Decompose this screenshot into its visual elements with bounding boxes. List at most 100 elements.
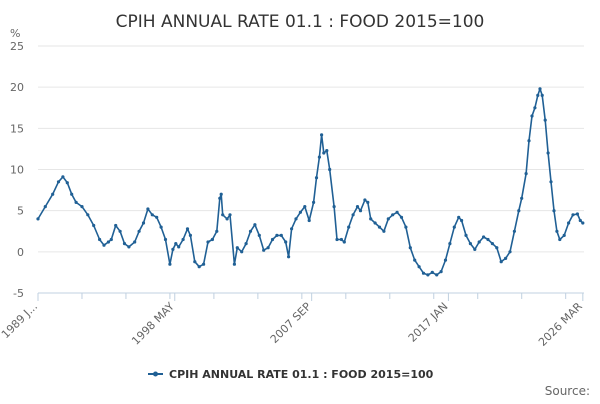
data-point[interactable] <box>477 240 481 244</box>
data-point[interactable] <box>228 213 232 217</box>
data-point[interactable] <box>221 213 225 217</box>
data-point[interactable] <box>225 217 229 221</box>
data-point[interactable] <box>413 258 417 262</box>
data-point[interactable] <box>524 172 528 176</box>
data-point[interactable] <box>530 114 534 118</box>
data-point[interactable] <box>240 250 244 254</box>
data-point[interactable] <box>339 237 343 242</box>
data-point[interactable] <box>468 242 472 246</box>
data-point[interactable] <box>215 229 219 233</box>
data-point[interactable] <box>92 223 96 228</box>
data-point[interactable] <box>232 262 236 266</box>
data-point[interactable] <box>391 213 395 217</box>
data-point[interactable] <box>430 270 434 274</box>
data-point[interactable] <box>533 106 537 110</box>
data-point[interactable] <box>74 200 78 204</box>
data-point[interactable] <box>508 250 512 254</box>
data-point[interactable] <box>314 176 319 180</box>
data-point[interactable] <box>206 240 210 244</box>
data-point[interactable] <box>284 240 288 244</box>
data-point[interactable] <box>578 218 582 223</box>
data-point[interactable] <box>499 260 503 264</box>
data-point[interactable] <box>118 229 122 233</box>
data-point[interactable] <box>325 149 329 153</box>
data-point[interactable] <box>219 192 223 196</box>
data-point[interactable] <box>303 205 307 209</box>
data-point[interactable] <box>490 242 494 246</box>
data-point[interactable] <box>244 242 248 246</box>
source-label[interactable]: Source: <box>545 384 590 398</box>
data-point[interactable] <box>163 237 168 242</box>
data-point[interactable] <box>448 242 452 246</box>
data-point[interactable] <box>555 229 559 233</box>
data-point[interactable] <box>279 233 283 237</box>
data-point[interactable] <box>520 196 524 200</box>
data-point[interactable] <box>464 233 468 237</box>
data-point[interactable] <box>543 118 547 122</box>
data-point[interactable] <box>399 215 404 219</box>
data-point[interactable] <box>43 205 47 209</box>
data-point[interactable] <box>287 255 291 259</box>
data-point[interactable] <box>552 209 556 213</box>
data-point[interactable] <box>106 240 110 244</box>
data-point[interactable] <box>275 233 279 237</box>
data-point[interactable] <box>366 200 370 204</box>
data-point[interactable] <box>328 167 332 172</box>
data-point[interactable] <box>257 233 261 237</box>
data-point[interactable] <box>51 192 55 196</box>
data-point[interactable] <box>581 221 585 225</box>
data-point[interactable] <box>174 242 178 246</box>
data-point[interactable] <box>452 225 456 229</box>
data-point[interactable] <box>558 237 562 242</box>
data-point[interactable] <box>504 256 508 260</box>
data-point[interactable] <box>439 270 443 274</box>
data-point[interactable] <box>575 212 580 216</box>
data-point[interactable] <box>443 258 448 262</box>
data-point[interactable] <box>141 221 146 225</box>
data-point[interactable] <box>61 175 65 179</box>
data-point[interactable] <box>150 213 154 217</box>
data-point[interactable] <box>347 225 351 229</box>
data-point[interactable] <box>188 233 192 237</box>
data-point[interactable] <box>210 237 214 242</box>
data-point[interactable] <box>369 217 373 221</box>
data-point[interactable] <box>80 205 84 209</box>
data-point[interactable] <box>98 237 102 242</box>
data-point[interactable] <box>127 245 131 249</box>
data-point[interactable] <box>351 213 355 217</box>
data-point[interactable] <box>404 225 408 229</box>
data-point[interactable] <box>395 210 399 214</box>
data-point[interactable] <box>114 223 118 228</box>
data-point[interactable] <box>298 210 302 214</box>
data-point[interactable] <box>317 155 321 159</box>
data-point[interactable] <box>235 246 239 250</box>
data-point[interactable] <box>193 260 197 264</box>
data-point[interactable] <box>133 240 137 244</box>
data-point[interactable] <box>473 247 477 251</box>
data-point[interactable] <box>70 192 74 196</box>
data-point[interactable] <box>460 218 464 223</box>
data-point[interactable] <box>486 237 490 242</box>
data-point[interactable] <box>171 247 175 251</box>
data-point[interactable] <box>262 248 266 252</box>
data-point[interactable] <box>86 213 90 217</box>
data-point[interactable] <box>294 217 298 221</box>
data-point[interactable] <box>482 235 486 239</box>
data-point[interactable] <box>56 180 61 184</box>
data-point[interactable] <box>137 229 141 233</box>
data-point[interactable] <box>218 196 222 200</box>
data-point[interactable] <box>567 221 571 225</box>
data-point[interactable] <box>417 265 421 269</box>
data-point[interactable] <box>146 207 150 211</box>
data-point[interactable] <box>512 229 517 233</box>
data-point[interactable] <box>122 242 127 246</box>
data-point[interactable] <box>168 262 172 266</box>
data-point[interactable] <box>540 93 544 97</box>
data-point[interactable] <box>332 205 336 209</box>
data-point[interactable] <box>546 151 550 155</box>
legend[interactable]: CPIH ANNUAL RATE 01.1 : FOOD 2015=100 <box>148 368 434 381</box>
data-point[interactable] <box>342 240 346 244</box>
data-point[interactable] <box>320 133 324 137</box>
data-point[interactable] <box>335 237 339 242</box>
data-point[interactable] <box>102 243 106 247</box>
